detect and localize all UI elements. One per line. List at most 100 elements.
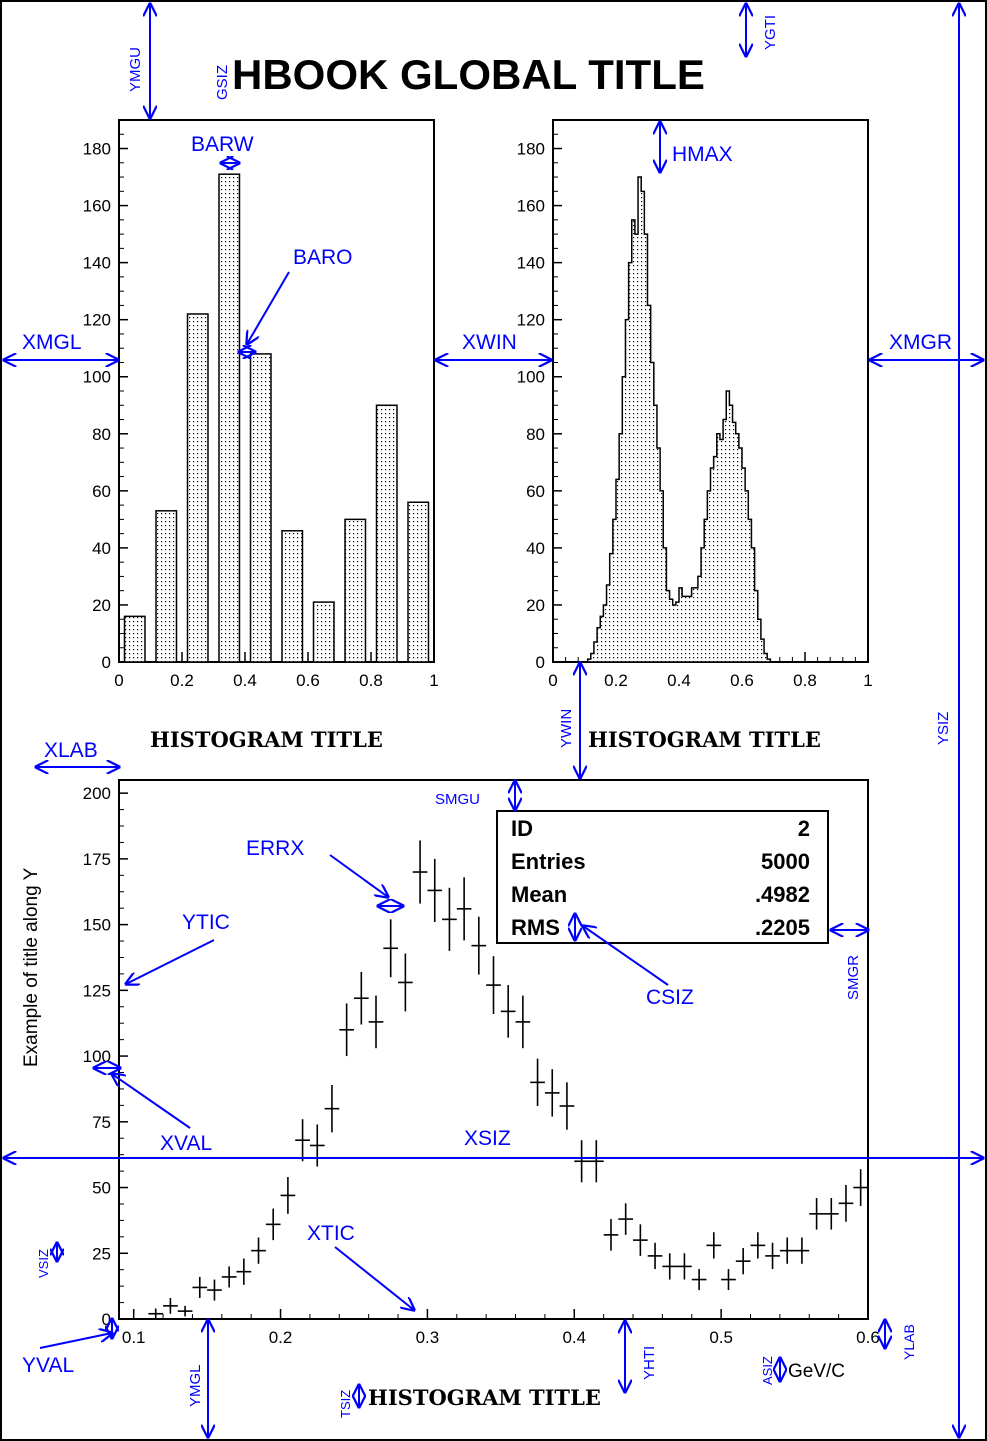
chart3-xlabel: GeV/C bbox=[788, 1361, 845, 1382]
error-bar-point bbox=[618, 1203, 634, 1235]
label-xmgl: XMGL bbox=[22, 331, 82, 354]
stat-value-id: 2 bbox=[798, 816, 810, 841]
y-tick-label: 100 bbox=[83, 368, 111, 387]
stat-label-id: ID bbox=[511, 816, 533, 841]
chart3-title: HISTOGRAM TITLE bbox=[368, 1385, 601, 1410]
error-bar-chart: 0 25 50 75 100 125 150 175 200 0.1 0.2 0.3 0.4 0.5 0.6 bbox=[83, 779, 880, 1347]
y-tick-label: 125 bbox=[83, 981, 111, 1000]
label-csiz: CSIZ bbox=[646, 986, 694, 1009]
label-xval: XVAL bbox=[160, 1132, 212, 1155]
error-bar-point bbox=[442, 887, 457, 951]
y-tick-label: 120 bbox=[517, 311, 545, 330]
histogram-bar bbox=[186, 313, 209, 663]
histogram-bar bbox=[344, 518, 367, 663]
label-xsiz: XSIZ bbox=[464, 1127, 511, 1150]
x-tick-label: 0.6 bbox=[730, 671, 754, 690]
stats-box: ID 2 Entries 5000 Mean .4982 RMS .2205 bbox=[496, 810, 829, 944]
y-tick-label: 180 bbox=[517, 140, 545, 159]
x-tick-label: 0.2 bbox=[170, 671, 194, 690]
y-tick-label: 100 bbox=[83, 1047, 111, 1066]
error-bar-point bbox=[750, 1232, 766, 1259]
error-bar-point bbox=[221, 1266, 237, 1288]
global-title: HBOOK GLOBAL TITLE bbox=[232, 51, 705, 98]
y-tick-label: 60 bbox=[92, 482, 111, 501]
stat-label-mean: Mean bbox=[511, 882, 567, 907]
y-tick-label: 50 bbox=[92, 1179, 111, 1198]
histogram-bar bbox=[312, 601, 335, 663]
stat-label-entries: Entries bbox=[511, 849, 586, 874]
histogram-bar bbox=[155, 510, 178, 663]
label-ysiz: YSIZ bbox=[935, 712, 952, 745]
error-bar-point bbox=[324, 1084, 340, 1133]
y-tick-label: 175 bbox=[83, 850, 111, 869]
error-bar-point bbox=[559, 1082, 575, 1130]
y-tick-label: 20 bbox=[92, 596, 111, 615]
error-bar-point bbox=[735, 1248, 751, 1275]
label-xtic: XTIC bbox=[307, 1222, 355, 1245]
histogram-bar-chart: 0 20 40 60 80 100 120 140 160 180 0 0.2 0.4 0.6 0.8 1 bbox=[83, 119, 439, 690]
stat-value-entries: 5000 bbox=[761, 849, 810, 874]
error-bar-point bbox=[148, 1308, 164, 1319]
x-tick-label: 0.4 bbox=[233, 671, 257, 690]
error-bar-point bbox=[295, 1119, 310, 1162]
error-bar-point bbox=[677, 1253, 692, 1280]
y-tick-label: 0 bbox=[536, 653, 545, 672]
y-tick-label: 40 bbox=[526, 539, 545, 558]
error-bar-point bbox=[838, 1184, 854, 1222]
error-bar-point bbox=[779, 1237, 795, 1264]
label-barw: BARW bbox=[191, 133, 254, 156]
label-hmax: HMAX bbox=[672, 143, 733, 166]
histogram-bar bbox=[218, 173, 241, 663]
error-bar-point bbox=[412, 840, 428, 904]
error-bar-point bbox=[588, 1140, 604, 1183]
label-vsiz: VSIZ bbox=[36, 1249, 51, 1278]
error-bar-point bbox=[236, 1258, 252, 1285]
csiz-arrow bbox=[583, 926, 669, 986]
error-bar-point bbox=[515, 995, 531, 1049]
label-baro: BARO bbox=[293, 246, 353, 269]
x-tick-label: 0.4 bbox=[562, 1328, 586, 1347]
stat-value-mean: .4982 bbox=[755, 882, 810, 907]
error-bar-point bbox=[368, 995, 384, 1049]
histogram-area-chart: 0 20 40 60 80 100 120 140 160 180 0 0.2 0.4 0.6 0.8 1 bbox=[517, 119, 873, 690]
y-tick-label: 140 bbox=[83, 254, 111, 273]
error-bar-point bbox=[265, 1208, 281, 1241]
x-tick-label: 1 bbox=[863, 671, 872, 690]
label-tsiz: TSIZ bbox=[338, 1390, 353, 1418]
error-bar-point bbox=[486, 956, 501, 1015]
y-tick-label: 150 bbox=[83, 916, 111, 935]
error-bar-point bbox=[456, 877, 472, 941]
error-bar-point bbox=[691, 1269, 707, 1291]
label-ymgu: YMGU bbox=[127, 47, 144, 92]
label-smgu: SMGU bbox=[435, 791, 480, 808]
y-tick-label: 0 bbox=[102, 653, 111, 672]
y-tick-label: 180 bbox=[83, 140, 111, 159]
y-tick-label: 75 bbox=[92, 1113, 111, 1132]
histogram-bar bbox=[375, 404, 398, 663]
error-bar-point bbox=[207, 1279, 222, 1301]
y-tick-label: 160 bbox=[83, 197, 111, 216]
error-bar-point bbox=[530, 1058, 545, 1107]
error-bar-point bbox=[647, 1242, 663, 1270]
x-tick-label: 0.6 bbox=[296, 671, 320, 690]
label-smgr: SMGR bbox=[845, 955, 862, 1000]
annotation-arrows bbox=[4, 4, 983, 1437]
x-tick-label: 0 bbox=[114, 671, 123, 690]
chart1-title: HISTOGRAM TITLE bbox=[150, 727, 383, 752]
yval-pointer bbox=[39, 1333, 112, 1349]
x-tick-label: 0.6 bbox=[856, 1328, 880, 1347]
xval-pointer bbox=[112, 1074, 191, 1129]
errx-pointer bbox=[329, 854, 388, 897]
error-bar-point bbox=[500, 985, 516, 1038]
x-tick-label: 0.1 bbox=[122, 1328, 146, 1347]
error-bar-point bbox=[794, 1237, 810, 1264]
label-yhti: YHTI bbox=[641, 1346, 658, 1380]
error-bar-point bbox=[765, 1242, 780, 1270]
x-tick-label: 0.5 bbox=[709, 1328, 733, 1347]
y-tick-label: 20 bbox=[526, 596, 545, 615]
label-ygti: YGTI bbox=[762, 15, 779, 50]
chart2-title: HISTOGRAM TITLE bbox=[588, 727, 821, 752]
ytic-arrow bbox=[126, 939, 215, 984]
error-bar-point bbox=[706, 1232, 722, 1259]
